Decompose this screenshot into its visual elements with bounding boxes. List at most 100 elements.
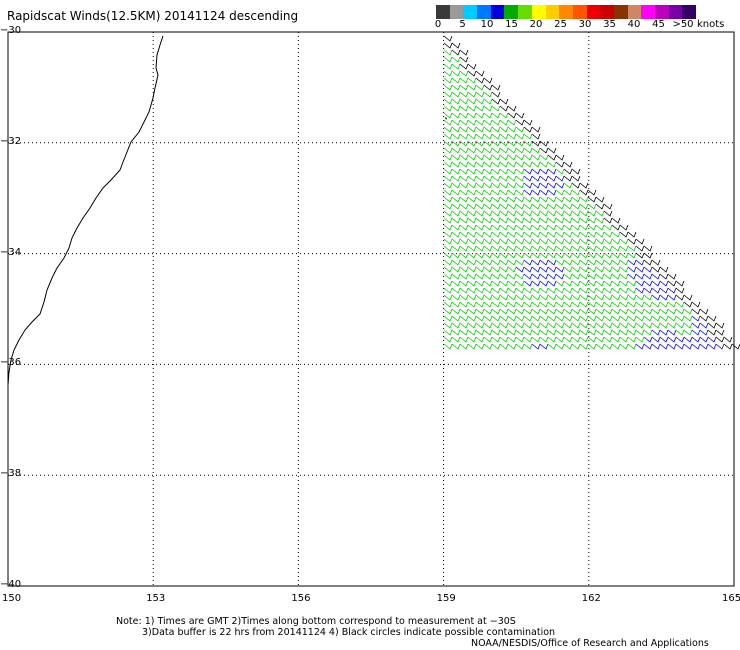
wind-barb (603, 238, 613, 245)
wind-barb (539, 154, 549, 161)
wind-barb (555, 196, 565, 203)
wind-barb (499, 105, 509, 112)
wind-barb (555, 168, 565, 175)
wind-barb (531, 175, 541, 182)
wind-barb (491, 294, 501, 301)
wind-barb (603, 301, 613, 308)
wind-barb (523, 217, 533, 224)
wind-barb (499, 175, 509, 182)
wind-barb (659, 308, 669, 315)
latitude-tick-label: −36 (0, 357, 22, 369)
wind-barb (499, 266, 509, 273)
wind-barb (491, 203, 501, 210)
wind-barb (587, 287, 597, 294)
wind-barb (563, 238, 573, 245)
wind-barb (475, 119, 485, 126)
wind-barb (491, 308, 501, 315)
wind-barb (675, 294, 685, 301)
wind-barb (547, 294, 557, 301)
wind-barb (467, 266, 477, 273)
wind-barb (475, 161, 485, 168)
wind-barb (483, 252, 493, 259)
colorbar-swatch (477, 5, 491, 19)
wind-barb (555, 189, 565, 196)
wind-barb (555, 203, 565, 210)
wind-barb (515, 329, 525, 336)
wind-barb (467, 147, 477, 154)
wind-barb (667, 280, 677, 287)
wind-barb (675, 336, 685, 343)
wind-barb (459, 91, 469, 98)
wind-barb (459, 336, 469, 343)
wind-barb (499, 336, 509, 343)
wind-barb (563, 231, 573, 238)
wind-barb (539, 280, 549, 287)
wind-barb (507, 210, 517, 217)
longitude-tick-label: 162 (581, 593, 601, 604)
wind-barb (499, 140, 509, 147)
wind-barb (715, 329, 725, 336)
wind-barb (523, 238, 533, 245)
wind-barb (475, 84, 485, 91)
wind-barb (443, 175, 453, 182)
wind-barb (523, 224, 533, 231)
wind-barb (443, 98, 453, 105)
wind-barb (467, 273, 477, 280)
wind-barb (651, 287, 661, 294)
wind-barb (563, 252, 573, 259)
wind-barb (491, 112, 501, 119)
wind-barb (491, 224, 501, 231)
wind-barb (691, 343, 701, 350)
wind-barb (451, 98, 461, 105)
wind-barb (539, 266, 549, 273)
wind-barb (475, 287, 485, 294)
wind-barb (499, 287, 509, 294)
wind-barb (531, 154, 541, 161)
wind-barb (523, 329, 533, 336)
wind-barb (443, 105, 453, 112)
wind-barb (443, 287, 453, 294)
wind-barb (443, 231, 453, 238)
wind-barb (491, 287, 501, 294)
wind-barb (475, 231, 485, 238)
wind-barb (563, 245, 573, 252)
wind-barb (603, 245, 613, 252)
wind-barb (595, 196, 605, 203)
wind-barb (443, 168, 453, 175)
wind-barb (443, 266, 453, 273)
wind-barb (459, 210, 469, 217)
wind-barb (491, 161, 501, 168)
wind-barb (635, 238, 645, 245)
wind-barb (579, 343, 589, 350)
wind-barb (451, 245, 461, 252)
wind-barb (451, 147, 461, 154)
wind-barb (659, 294, 669, 301)
wind-barb (491, 266, 501, 273)
wind-barb (531, 273, 541, 280)
wind-barb (475, 301, 485, 308)
wind-barb (603, 210, 613, 217)
wind-barb (603, 287, 613, 294)
wind-barb (443, 42, 453, 49)
wind-barb (467, 203, 477, 210)
wind-barb (555, 231, 565, 238)
wind-barb (443, 161, 453, 168)
wind-barb (515, 231, 525, 238)
wind-barb (443, 252, 453, 259)
wind-barb (587, 294, 597, 301)
wind-barb (579, 210, 589, 217)
wind-barb (627, 301, 637, 308)
wind-barb (539, 287, 549, 294)
wind-barb (611, 287, 621, 294)
wind-barb (643, 287, 653, 294)
wind-barb (627, 336, 637, 343)
wind-barb (555, 336, 565, 343)
wind-barb (603, 203, 613, 210)
wind-barb (547, 168, 557, 175)
wind-barb (507, 161, 517, 168)
wind-barb (683, 336, 693, 343)
latitude-tick-label: −32 (0, 135, 22, 147)
wind-barb (611, 343, 621, 350)
wind-barb (443, 336, 453, 343)
wind-barb (515, 273, 525, 280)
